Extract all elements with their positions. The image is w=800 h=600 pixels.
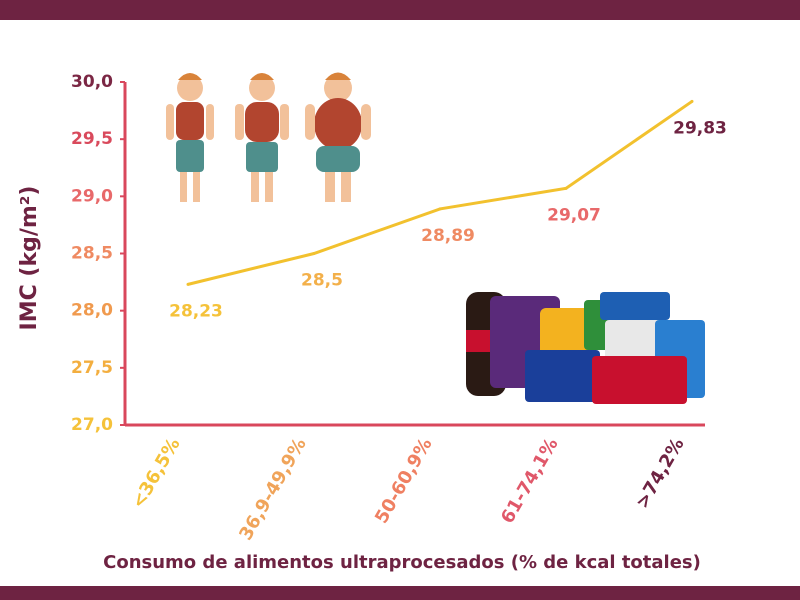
bottom-band [0,586,800,600]
y-tick-label: 30,0 [71,72,113,92]
people-illustration [166,72,371,202]
x-tick-label: >74,2% [632,435,689,513]
point [438,207,442,211]
y-tick-label: 28,0 [71,301,113,321]
value-label: 28,5 [301,271,343,291]
x-tick-label: 36,9-49,9% [235,435,310,545]
value-label: 28,89 [421,226,475,246]
snacks-illustration [466,292,705,404]
y-tick-label: 29,5 [71,129,113,149]
value-label: 28,23 [169,301,223,321]
y-tick-label: 27,0 [71,415,113,435]
value-label: 29,83 [673,118,727,138]
point [312,252,316,255]
y-tick-label: 29,0 [71,186,113,206]
y-tick-label: 28,5 [71,244,113,264]
y-tick-label: 27,5 [71,358,113,378]
point [186,282,190,286]
point [690,99,694,103]
point [564,186,568,190]
x-axis-label: Consumo de alimentos ultraprocesados (% … [103,552,701,573]
x-tick-label: <36,5% [128,435,185,513]
top-band [0,0,800,20]
value-label: 29,07 [547,205,601,225]
x-tick-label: 50-60,9% [371,435,437,528]
x-tick-label: 61-74,1% [497,435,563,528]
y-axis-label: IMC (kg/m²) [17,186,42,331]
